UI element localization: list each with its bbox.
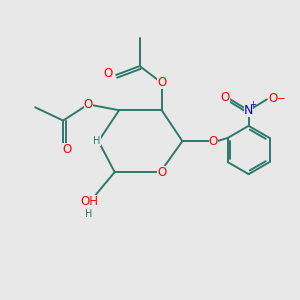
Text: −: −	[277, 94, 286, 104]
Text: H: H	[85, 209, 93, 219]
Text: N: N	[244, 104, 253, 117]
Text: O: O	[209, 135, 218, 148]
Text: OH: OH	[80, 195, 98, 208]
Text: O: O	[157, 76, 167, 89]
Text: O: O	[157, 166, 167, 178]
Text: +: +	[249, 100, 256, 109]
Text: H: H	[93, 136, 101, 146]
Text: O: O	[83, 98, 93, 111]
Text: O: O	[220, 92, 230, 104]
Text: O: O	[62, 143, 71, 157]
Text: O: O	[269, 92, 278, 105]
Text: O: O	[103, 67, 112, 80]
